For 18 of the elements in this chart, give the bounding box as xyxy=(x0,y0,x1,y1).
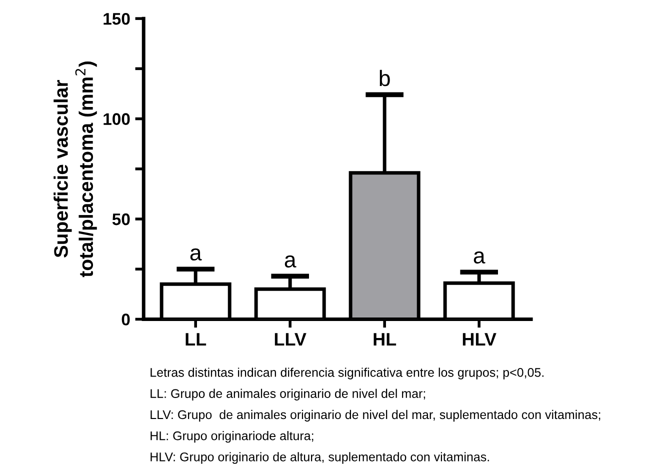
y-axis-title: Superficie vascular total/placentoma (mm$^{2}$) xyxy=(54,62,97,278)
y-tick-label: 50 xyxy=(112,213,130,226)
annotation: a xyxy=(190,248,202,261)
text: Letras distintas indican diferencia significativa entre los grupos; p<0,05. xyxy=(150,368,544,380)
x-tick-label: LL xyxy=(186,333,206,346)
text: HL: Grupo originariode altura; xyxy=(150,431,314,443)
y-tick-label: 100 xyxy=(104,113,130,125)
text: HLV: Grupo originario de altura, suplementado con vitaminas. xyxy=(150,452,489,464)
x-tick-label: HLV xyxy=(462,333,496,346)
y-tick-label: 0 xyxy=(122,314,130,326)
text: LL: Grupo de animales originario de nivel del mar; xyxy=(150,388,426,400)
x-tick-label: HL xyxy=(374,333,396,346)
annotation: a xyxy=(284,255,296,268)
x-tick-label: LLV xyxy=(274,333,306,346)
annotation: a xyxy=(474,251,486,264)
annotation: b xyxy=(380,70,390,86)
y-tick-label: 150 xyxy=(104,12,130,25)
text: LLV: Grupo de animales originario de nivel del mar, suplementado con vitaminas; xyxy=(150,410,600,422)
